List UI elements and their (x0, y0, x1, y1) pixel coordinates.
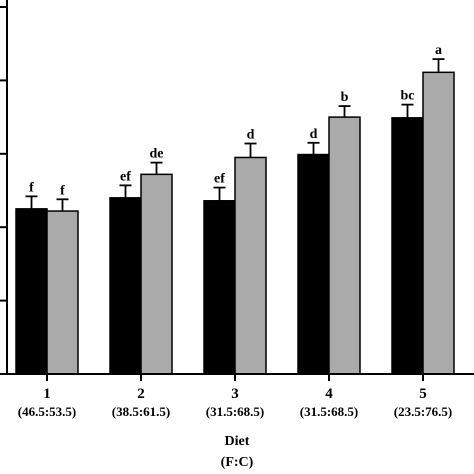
x-tick-label: 1 (43, 386, 51, 402)
bar-diet-3-series-1 (203, 200, 236, 375)
bar-diet-4-series-1 (297, 153, 330, 375)
bar-diet-1-series-1 (15, 208, 48, 375)
bars: ffefdeefddbbcabcb (15, 43, 455, 375)
x-axis-subtitle: (F:C) (221, 455, 254, 470)
significance-label: b (341, 90, 349, 105)
y-axis (0, 0, 8, 375)
significance-label: ef (214, 172, 225, 187)
significance-label: d (310, 127, 318, 142)
x-axis: 1 (46.5:53.5) 2 (38.5:61.5) 3 (31.5:68.5) 4 (31… (7, 373, 474, 419)
bar-diet-2-series-1 (109, 197, 142, 375)
x-tick-label: 3 (231, 386, 239, 402)
significance-label: f (60, 183, 65, 198)
x-axis-title: Diet (225, 434, 250, 449)
x-tick-label: 4 (325, 386, 333, 402)
x-tick-label: 5 (419, 386, 427, 402)
x-tick-sublabel: (38.5:61.5) (112, 404, 171, 419)
bar-diet-4-series-2 (328, 116, 361, 375)
significance-label: bc (401, 89, 415, 104)
x-tick-sublabel: (46.5:53.5) (18, 404, 77, 419)
x-tick-sublabel: (23.5:76.5) (394, 404, 453, 419)
x-tick-sublabel: (31.5:68.5) (206, 404, 265, 419)
bar-diet-5-series-1 (391, 117, 424, 375)
bar-diet-3-series-2 (234, 156, 267, 375)
significance-label: a (435, 43, 442, 58)
significance-label: f (29, 180, 34, 195)
significance-label: de (150, 147, 164, 162)
significance-label: ef (120, 169, 131, 184)
bar-diet-1-series-2 (46, 210, 79, 375)
bar-diet-2-series-2 (140, 173, 173, 375)
x-tick-sublabel: (31.5:68.5) (300, 404, 359, 419)
significance-label: d (247, 128, 255, 143)
bar-diet-5-series-2 (422, 71, 455, 375)
x-tick-label: 2 (137, 386, 145, 402)
